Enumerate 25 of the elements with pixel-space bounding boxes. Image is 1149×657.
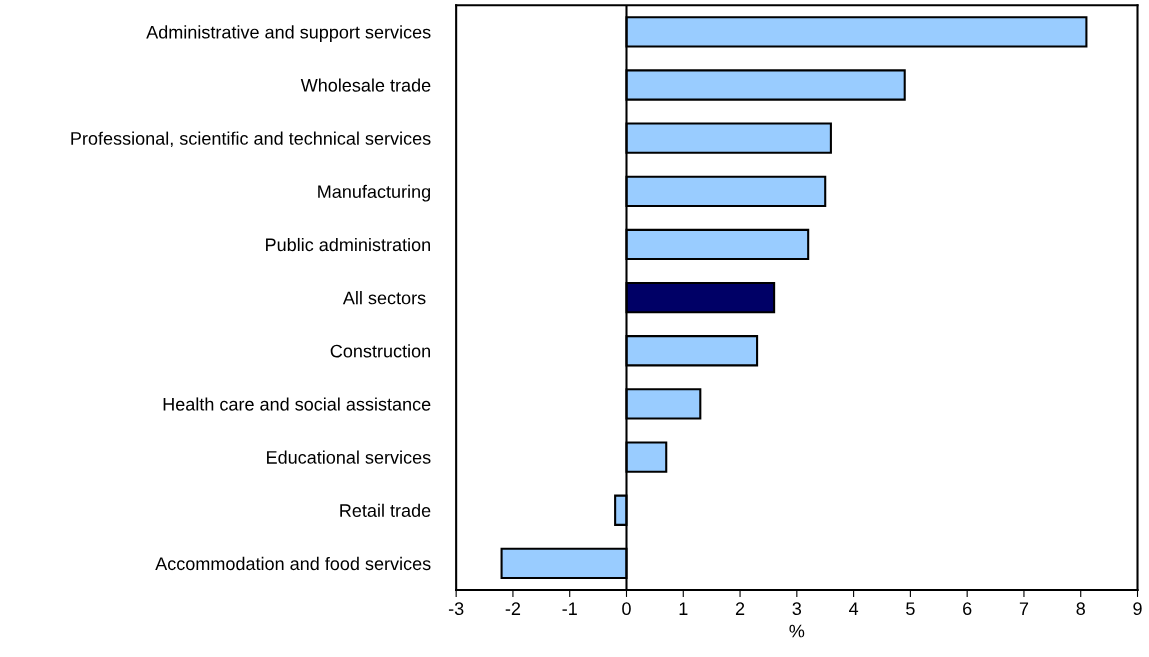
x-tick-label: -2	[505, 602, 521, 615]
y-tick-label: Educational services	[267, 450, 431, 464]
x-tick-label: 1	[679, 602, 688, 615]
y-tick-label: All sectors	[342, 291, 426, 305]
x-tick-label: 0	[622, 602, 631, 616]
x-tick-label: 5	[906, 602, 915, 616]
y-tick-label: Health care and social assistance	[163, 397, 431, 411]
x-tick-label: 2	[735, 602, 745, 615]
x-tick-label: -3	[448, 602, 464, 616]
y-tick-label: Retail trade	[340, 503, 431, 517]
x-tick-label: 6	[963, 602, 972, 616]
x-tick-label: 3	[792, 602, 802, 616]
x-axis-title: %	[789, 624, 805, 638]
x-tick-label: 7	[1019, 602, 1029, 615]
y-tick-label: Manufacturing	[318, 184, 430, 202]
y-tick-label: Construction	[330, 344, 430, 358]
y-tick-label: Professional, scientific and technical services	[71, 131, 431, 147]
x-tick-label: -1	[562, 602, 577, 615]
y-tick-label: Public administration	[266, 237, 430, 252]
x-tick-label: 8	[1076, 602, 1085, 616]
y-tick-label: Administrative and support services	[146, 25, 431, 43]
y-tick-label: Wholesale trade	[300, 78, 431, 92]
x-tick-label: 9	[1133, 602, 1142, 616]
x-tick-label: 4	[849, 602, 859, 615]
y-tick-label: Accommodation and food services	[155, 556, 431, 571]
